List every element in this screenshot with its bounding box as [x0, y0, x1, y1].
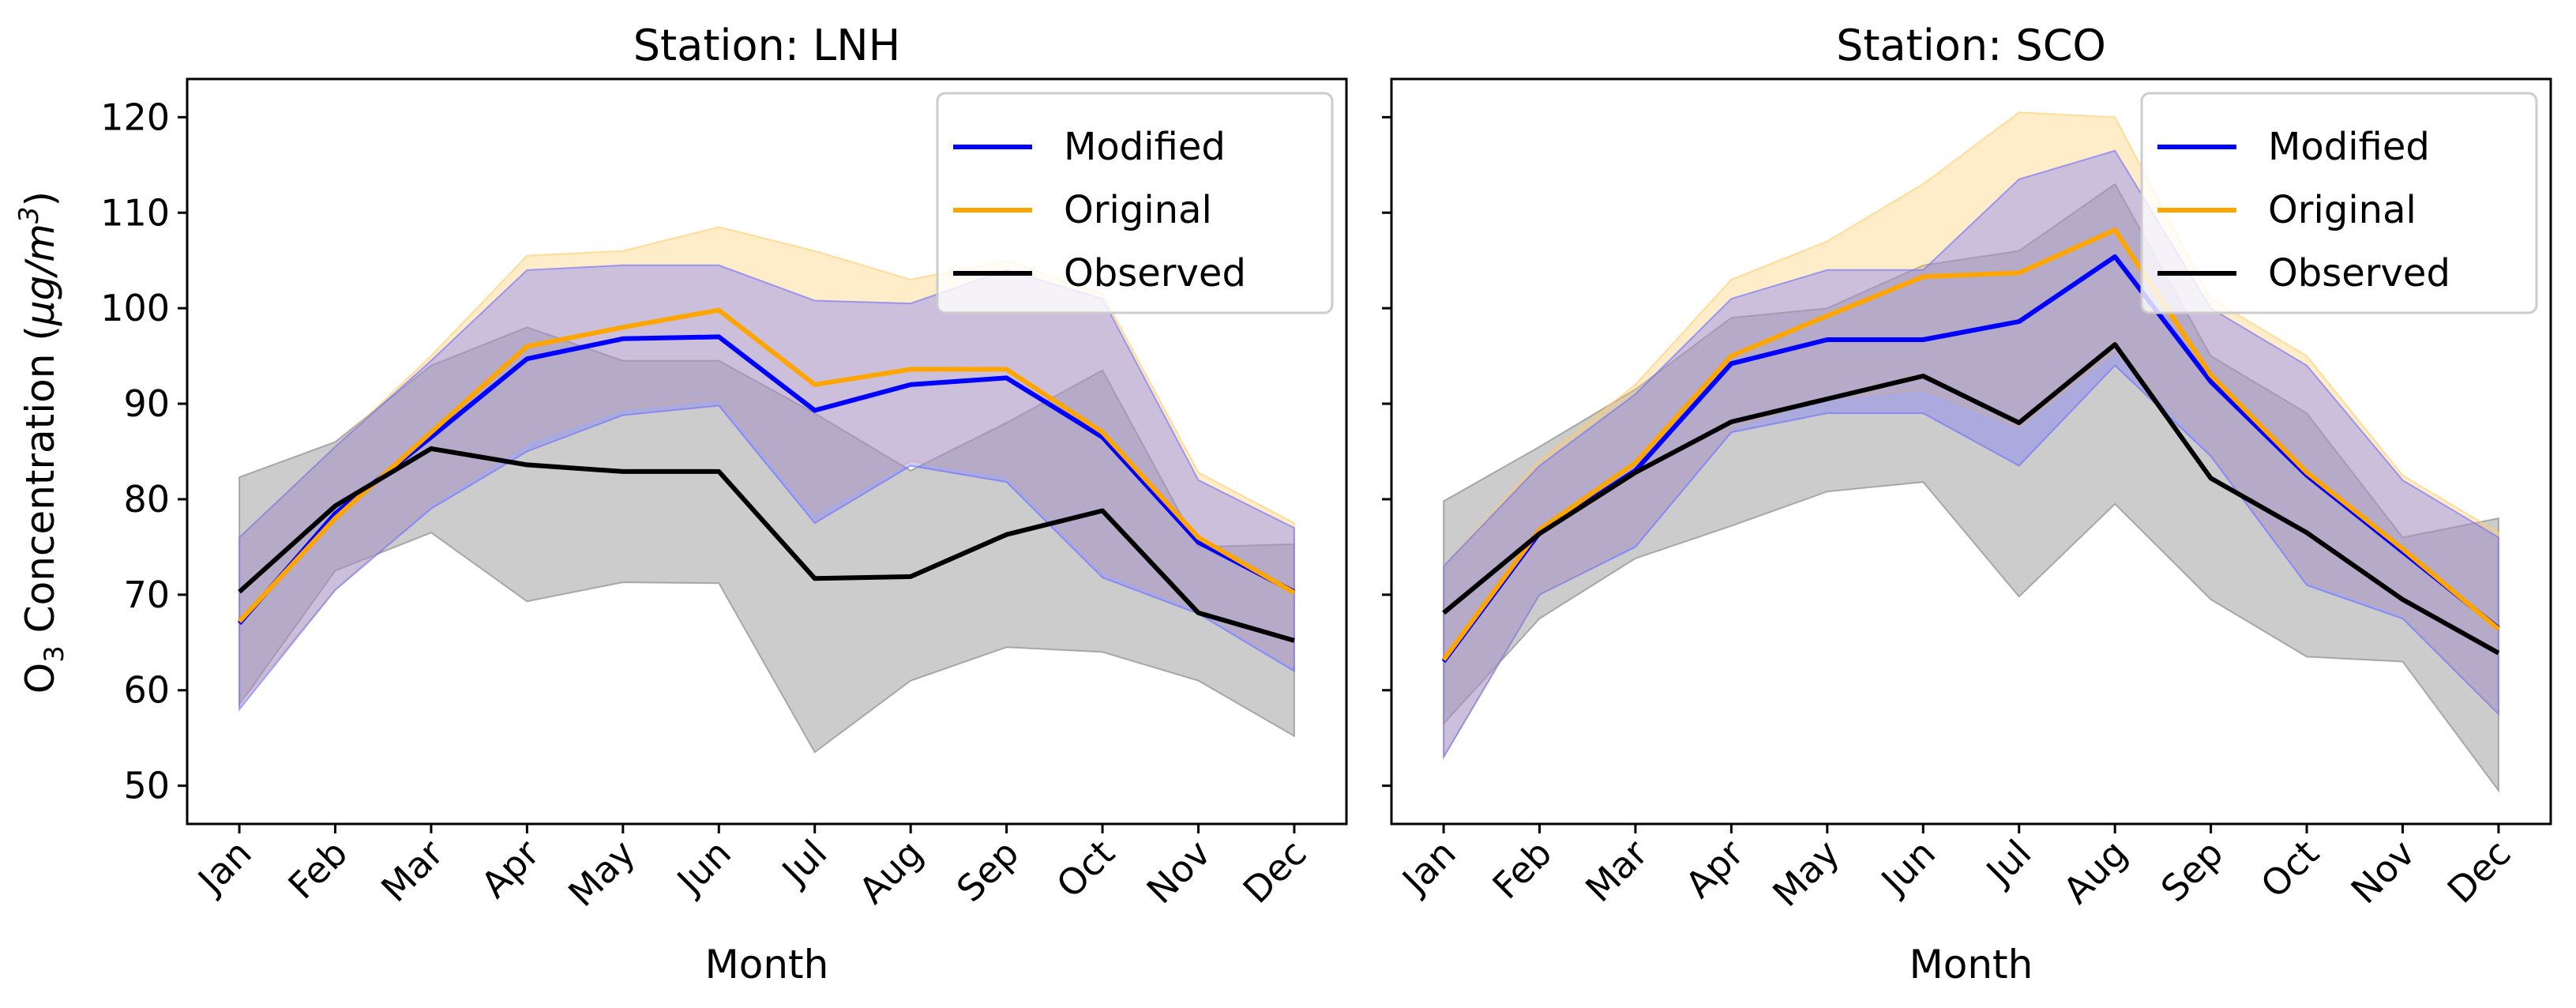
x-tick-label: Jun — [667, 832, 739, 904]
y-tick-label: 50 — [123, 765, 170, 807]
x-tick-label: Oct — [2252, 832, 2326, 906]
x-tick-label: Apr — [473, 832, 548, 907]
x-tick-label: Mar — [373, 832, 452, 911]
y-tick-label: 100 — [100, 287, 170, 329]
x-tick-label: Feb — [280, 832, 356, 908]
line-observed — [1442, 342, 2500, 656]
x-tick-label: Aug — [851, 832, 931, 912]
y-tick-label: 120 — [100, 96, 170, 138]
legend: Modified Original Observed — [2140, 92, 2538, 314]
x-tick-label: Apr — [1677, 832, 1752, 907]
x-tick-label: Sep — [948, 832, 1027, 910]
line-original — [237, 307, 1296, 623]
y-tick-label: 90 — [123, 382, 170, 425]
x-tick-label: Aug — [2055, 832, 2135, 912]
band-observed — [1443, 182, 2499, 793]
y-tick-label: 110 — [100, 191, 170, 234]
legend-label-observed: Observed — [2268, 251, 2450, 295]
x-tick-label: Jun — [1872, 832, 1943, 904]
x-tick-label: Mar — [1577, 832, 1656, 911]
legend-label-original: Original — [1064, 188, 1212, 232]
x-tick-label: Dec — [1235, 832, 1315, 912]
line-observed — [238, 446, 1295, 643]
y-tick-label: 80 — [123, 478, 170, 521]
y-tick-label: 70 — [123, 574, 170, 616]
axes-frame — [186, 77, 1348, 826]
x-axis-label: Month — [705, 942, 829, 987]
x-tick-label: Feb — [1485, 832, 1560, 908]
legend-label-observed: Observed — [1064, 251, 1246, 295]
legend-box — [936, 92, 1334, 314]
x-tick-label: Nov — [1139, 832, 1219, 912]
svg-text:O3 Concentration (μg/m3): O3 Concentration (μg/m3) — [13, 191, 70, 694]
x-tick-label: Jul — [1977, 832, 2040, 895]
legend-label-modified: Modified — [2268, 125, 2430, 169]
line-modified — [237, 334, 1296, 626]
legend: Modified Original Observed — [936, 92, 1334, 314]
x-tick-label: Jan — [1392, 832, 1463, 903]
y-tick-label: 60 — [123, 669, 170, 712]
x-tick-label: May — [1764, 832, 1847, 915]
axes-frame — [1390, 77, 2552, 826]
x-tick-label: Dec — [2439, 832, 2519, 912]
y-axis-label: O3 Concentration (μg/m3) — [13, 191, 70, 694]
legend-label-modified: Modified — [1064, 125, 1226, 169]
chart-title: Station: LNH — [633, 21, 900, 70]
band-observed — [238, 326, 1295, 754]
chart-title: Station: SCO — [1836, 21, 2106, 70]
legend-label-original: Original — [2268, 188, 2416, 232]
x-tick-label: Jan — [188, 832, 259, 903]
panel-sco: Jan Feb Mar Apr May Jun Jul Aug Sep Oct Nov Dec Stat… — [1382, 21, 2552, 987]
x-tick-label: Nov — [2343, 832, 2424, 912]
panel-lnh: 50 60 70 80 90 100 110 120 Jan Feb Mar Apr May Jun Jul… — [100, 21, 1348, 987]
legend-box — [2140, 92, 2538, 314]
line-original — [1441, 228, 2500, 661]
x-tick-label: Sep — [2153, 832, 2231, 910]
x-axis-label: Month — [1909, 942, 2033, 987]
x-tick-label: Oct — [1048, 832, 1122, 906]
x-tick-label: Jul — [772, 832, 836, 895]
x-tick-label: May — [560, 832, 643, 915]
